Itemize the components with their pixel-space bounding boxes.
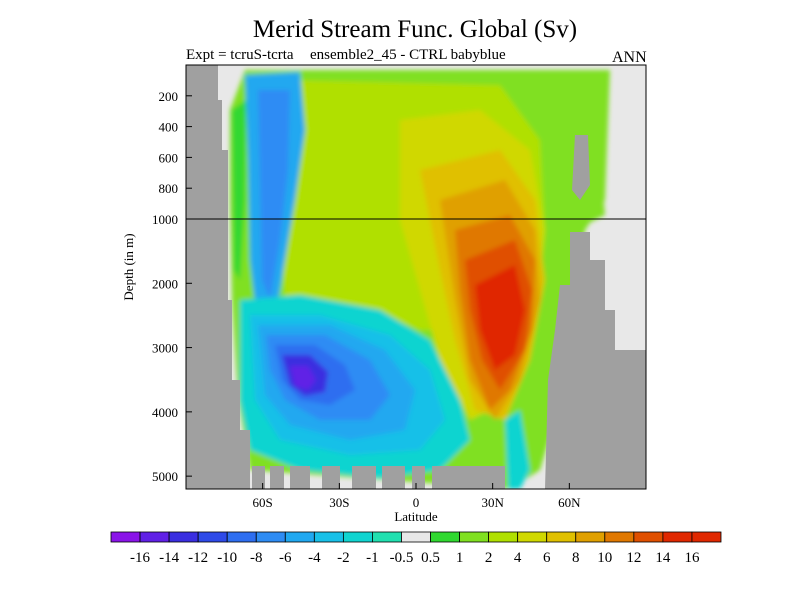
colorbar-label: 6	[543, 550, 551, 566]
colorbar-label: -8	[250, 550, 263, 566]
y-tick-label: 800	[159, 181, 179, 196]
colorbar-box	[372, 531, 402, 543]
colorbar-label: 8	[572, 550, 580, 566]
colorbar-label: -2	[337, 550, 350, 566]
colorbar-box	[604, 531, 635, 543]
y-tick-label: 600	[159, 150, 179, 165]
x-tick-label: 0	[413, 495, 420, 510]
colorbar-box	[488, 531, 519, 543]
colorbar-label: 14	[655, 550, 671, 566]
colorbar: -16 -14 -12 -10 -8 -6 -4 -2 -1 -0.5 0.5 1 2 4 6 8 10 12 14…	[110, 531, 722, 566]
colorbar-label: -1	[366, 550, 379, 566]
colorbar-label: -6	[279, 550, 292, 566]
land-south-antarctica	[186, 65, 250, 489]
y-tick-label: 400	[159, 120, 179, 135]
colorbar-label: 4	[514, 550, 522, 566]
colorbar-label: -4	[308, 550, 321, 566]
season-label: ANN	[612, 49, 647, 66]
land-ridge-2	[270, 466, 284, 489]
land-ridge-3	[290, 466, 310, 489]
colorbar-box	[226, 531, 257, 543]
colorbar-label: -12	[188, 550, 208, 566]
colorbar-label: 0.5	[421, 550, 440, 566]
axes: 60S 30S 0 30N 60N 200 400 600 800 1000 2000 3000 400…	[121, 89, 581, 524]
colorbar-box	[168, 531, 199, 543]
colorbar-box	[691, 531, 722, 543]
land-north-upper	[572, 135, 590, 200]
colorbar-box	[459, 531, 490, 543]
colorbar-box	[401, 531, 431, 543]
colorbar-label: 12	[626, 550, 641, 566]
land-ridge-4	[322, 466, 340, 489]
colorbar-box	[110, 531, 141, 543]
x-tick-label: 30N	[481, 495, 504, 510]
y-axis-label: Depth (in m)	[121, 233, 136, 300]
contour-deep-violet	[290, 366, 316, 390]
y-tick-label: 200	[159, 89, 179, 104]
colorbar-label: 10	[597, 550, 612, 566]
ensemble-label: ensemble2_45 - CTRL babyblue	[310, 47, 506, 63]
colorbar-box	[284, 531, 315, 543]
colorbar-box	[342, 531, 373, 543]
colorbar-box	[662, 531, 693, 543]
colorbar-box	[517, 531, 548, 543]
land-ridge-1	[252, 466, 265, 489]
colorbar-label: 1	[456, 550, 464, 566]
contour-north-tongue	[505, 410, 530, 489]
x-tick-label: 60N	[558, 495, 581, 510]
land-ridge-7	[412, 466, 425, 489]
contour-red-core	[475, 265, 525, 370]
land-ridge-6	[382, 466, 405, 489]
colorbar-box	[139, 531, 170, 543]
x-tick-label: 60S	[253, 495, 273, 510]
y-tick-label: 1000	[152, 212, 178, 227]
y-tick-label: 5000	[152, 469, 178, 484]
colorbar-box	[197, 531, 228, 543]
colorbar-label: -0.5	[390, 550, 414, 566]
contour-southern-inner	[258, 90, 290, 300]
colorbar-box	[546, 531, 577, 543]
colorbar-label: 2	[485, 550, 493, 566]
chart-title: Merid Stream Func. Global (Sv)	[252, 16, 578, 43]
experiment-label: Expt = tcruS-tcrta	[186, 47, 294, 63]
colorbar-box	[575, 531, 606, 543]
colorbar-label: -10	[217, 550, 237, 566]
colorbar-label: 16	[684, 550, 700, 566]
y-tick-label: 3000	[152, 341, 178, 356]
x-tick-label: 30S	[329, 495, 349, 510]
colorbar-box	[313, 531, 344, 543]
land-ridge-5	[352, 466, 376, 489]
y-tick-label: 2000	[152, 276, 178, 291]
land-north-arctic	[545, 232, 646, 489]
contour-field	[186, 65, 646, 489]
colorbar-label: -14	[159, 550, 179, 566]
y-tick-label: 4000	[152, 405, 178, 420]
colorbar-box	[633, 531, 664, 543]
x-axis-label: Latitude	[394, 509, 438, 524]
contour-south-strip	[232, 100, 246, 280]
land-ridge-8	[432, 466, 505, 489]
colorbar-box	[255, 531, 286, 543]
colorbar-label: -16	[130, 550, 150, 566]
colorbar-box	[430, 531, 460, 543]
